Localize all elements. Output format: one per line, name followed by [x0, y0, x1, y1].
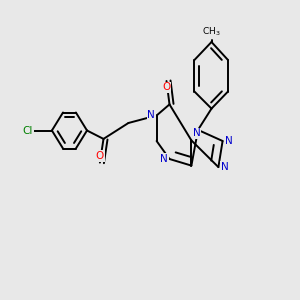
Text: N: N: [147, 110, 155, 121]
Text: O: O: [162, 82, 171, 92]
Text: N: N: [160, 154, 168, 164]
Text: O: O: [96, 151, 104, 161]
Text: N: N: [225, 136, 233, 146]
Text: N: N: [221, 162, 229, 172]
Text: N: N: [193, 128, 200, 138]
Text: CH$_3$: CH$_3$: [202, 26, 221, 38]
Text: Cl: Cl: [22, 125, 33, 136]
